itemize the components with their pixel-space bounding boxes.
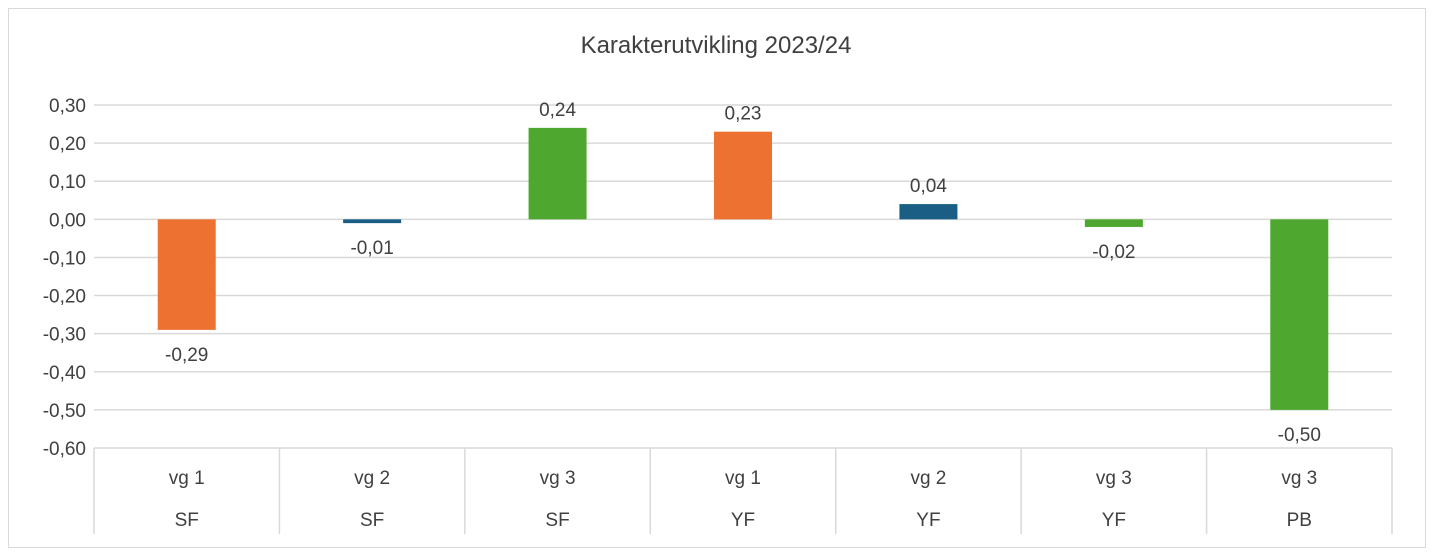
bar xyxy=(157,219,216,330)
y-tick-label: -0,40 xyxy=(43,363,86,384)
y-tick-label: 0,30 xyxy=(49,96,86,117)
x-group-label: SF xyxy=(545,510,569,531)
bar xyxy=(343,219,402,224)
x-tick-label: vg 3 xyxy=(1096,468,1132,489)
data-label: 0,24 xyxy=(539,100,576,121)
x-tick-label: vg 1 xyxy=(725,468,761,489)
y-tick-label: -0,10 xyxy=(43,248,86,269)
y-tick-label: -0,60 xyxy=(43,439,86,460)
bar xyxy=(1084,219,1143,227)
y-tick-label: 0,20 xyxy=(49,134,86,155)
bar xyxy=(528,127,587,220)
x-tick-label: vg 3 xyxy=(1281,468,1317,489)
chart-title: Karakterutvikling 2023/24 xyxy=(580,32,852,59)
x-group-label: SF xyxy=(175,510,199,531)
x-tick-label: vg 2 xyxy=(354,468,390,489)
x-group-label: YF xyxy=(1102,510,1126,531)
bar xyxy=(714,131,772,220)
x-tick-label: vg 2 xyxy=(910,468,946,489)
x-group-label: PB xyxy=(1287,510,1312,531)
x-tick-label: vg 1 xyxy=(169,468,205,489)
x-group-label: YF xyxy=(916,510,940,531)
data-label: -0,02 xyxy=(1092,242,1135,263)
y-tick-label: 0,10 xyxy=(49,172,86,193)
data-label: 0,23 xyxy=(725,104,762,125)
bar xyxy=(1270,219,1329,410)
chart-area xyxy=(8,8,1426,548)
y-tick-label: -0,30 xyxy=(43,325,86,346)
data-label: -0,01 xyxy=(350,238,393,259)
x-group-label: YF xyxy=(731,510,755,531)
x-group-label: SF xyxy=(360,510,384,531)
data-label: -0,50 xyxy=(1278,425,1321,446)
data-label: 0,04 xyxy=(910,176,947,197)
y-tick-label: -0,20 xyxy=(43,287,86,308)
bar xyxy=(899,204,958,220)
y-tick-label: -0,50 xyxy=(43,401,86,422)
y-tick-label: 0,00 xyxy=(49,210,86,231)
data-label: -0,29 xyxy=(165,345,208,366)
x-tick-label: vg 3 xyxy=(540,468,576,489)
